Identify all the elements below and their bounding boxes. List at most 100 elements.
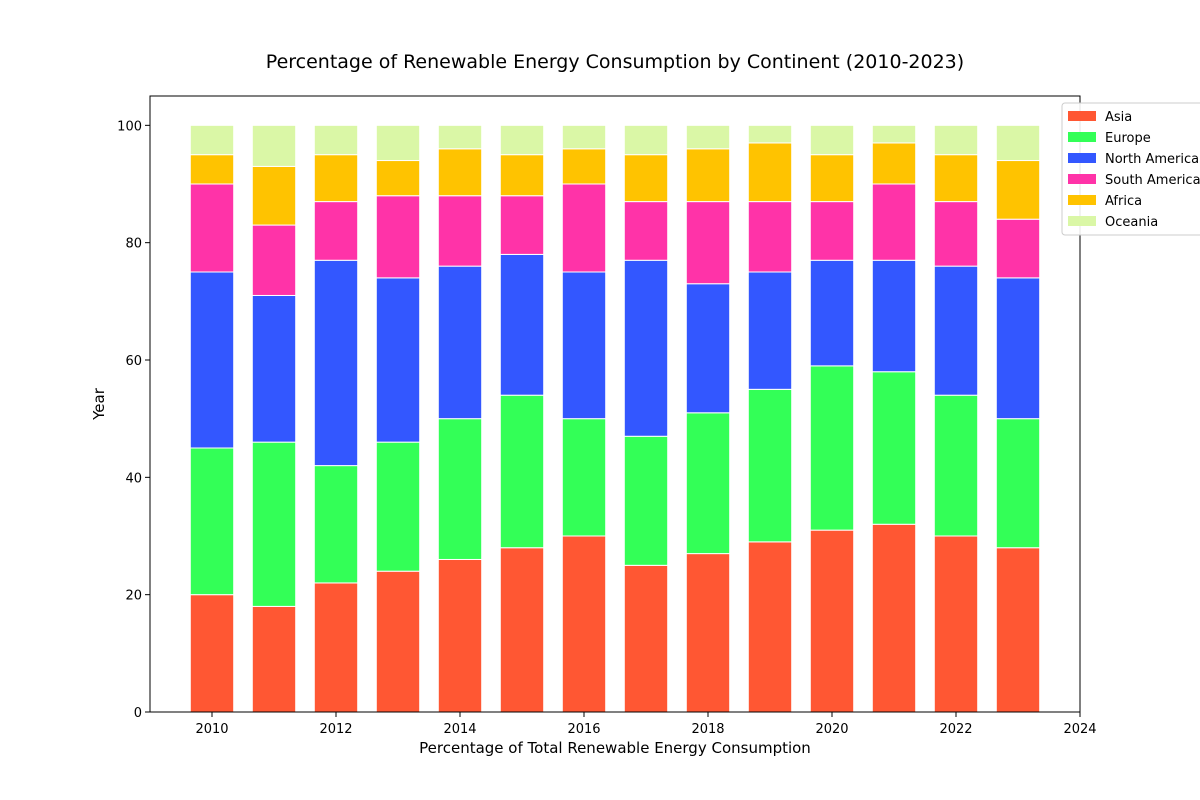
bar-segment — [747, 388, 793, 543]
bar-segment — [375, 124, 421, 162]
x-tick-label: 2020 — [815, 722, 848, 737]
bar-segment — [995, 418, 1041, 549]
bars — [189, 124, 1041, 713]
bar-segment — [375, 195, 421, 279]
legend-label: Africa — [1105, 194, 1142, 209]
bar-segment — [623, 435, 669, 566]
x-axis-ticks: 2010 2012 2014 2016 2018 2020 2022 2024 — [195, 712, 1097, 737]
legend-swatch — [1068, 195, 1096, 205]
bar-segment — [313, 259, 359, 467]
y-tick-label: 80 — [125, 237, 142, 252]
bar-segment — [375, 277, 421, 443]
bar-segment — [809, 154, 855, 203]
legend-swatch — [1068, 111, 1096, 121]
bar-segment — [189, 183, 235, 273]
legend-frame — [1061, 102, 1200, 236]
bar-segment — [313, 124, 359, 156]
bar-segment — [747, 142, 793, 203]
bar-segment — [251, 165, 297, 226]
bar-segment — [995, 547, 1041, 713]
bar-segment — [685, 201, 731, 285]
bar-segment — [561, 183, 607, 273]
bar-segment — [995, 218, 1041, 279]
bar-segment — [933, 535, 979, 713]
bar-segment — [313, 582, 359, 713]
bar-segment — [561, 124, 607, 150]
bar-segment — [933, 201, 979, 267]
bar-segment — [685, 124, 731, 150]
bar-segment — [251, 294, 297, 443]
bar-segment — [189, 594, 235, 713]
bar-segment — [189, 154, 235, 185]
bar-segment — [375, 570, 421, 713]
bar-segment — [933, 394, 979, 537]
bar-segment — [499, 195, 545, 255]
x-tick-label: 2016 — [567, 722, 600, 737]
bar-segment — [747, 124, 793, 144]
bar-segment — [871, 183, 917, 261]
bar-segment — [871, 523, 917, 713]
bar-segment — [437, 265, 483, 420]
bar-segment — [499, 253, 545, 396]
bar-segment — [809, 201, 855, 261]
bar-segment — [251, 605, 297, 713]
bar-segment — [995, 160, 1041, 220]
bar-segment — [747, 201, 793, 273]
bar-segment — [685, 412, 731, 555]
bar-segment — [437, 418, 483, 560]
legend-label: Oceania — [1105, 215, 1158, 230]
bar-segment — [623, 259, 669, 437]
bar-segment — [313, 154, 359, 203]
legend-swatch — [1068, 132, 1096, 142]
bar-segment — [313, 201, 359, 261]
bar-segment — [437, 148, 483, 197]
bar-segment — [375, 160, 421, 197]
bar-segment — [499, 124, 545, 156]
x-tick-label: 2018 — [691, 722, 724, 737]
y-tick-label: 60 — [125, 354, 142, 369]
bar-segment — [685, 283, 731, 414]
legend-label: South America — [1105, 173, 1200, 188]
bar-segment — [375, 441, 421, 572]
bar-segment — [189, 447, 235, 596]
x-tick-label: 2024 — [1063, 722, 1096, 737]
bar-segment — [933, 265, 979, 396]
x-tick-label: 2012 — [319, 722, 352, 737]
bar-segment — [623, 564, 669, 713]
legend-swatch — [1068, 174, 1096, 184]
y-tick-label: 40 — [125, 471, 142, 486]
bar-segment — [313, 465, 359, 584]
bar-segment — [685, 553, 731, 713]
chart-title: Percentage of Renewable Energy Consumpti… — [266, 51, 964, 73]
bar-segment — [933, 124, 979, 156]
x-tick-label: 2022 — [939, 722, 972, 737]
bar-segment — [189, 271, 235, 449]
bar-segment — [809, 529, 855, 713]
bar-segment — [933, 154, 979, 203]
bar-segment — [251, 124, 297, 167]
bar-segment — [747, 541, 793, 713]
bar-segment — [251, 224, 297, 296]
bar-segment — [995, 277, 1041, 420]
legend-label: North America — [1105, 152, 1199, 167]
y-axis-ticks: 0 20 40 60 80 100 — [117, 119, 150, 721]
bar-segment — [437, 558, 483, 713]
plot-frame — [149, 95, 1081, 713]
legend-swatch — [1068, 216, 1096, 226]
legend: Asia Europe North America South America Afri… — [1061, 102, 1200, 236]
y-tick-label: 100 — [117, 119, 142, 134]
bar-segment — [251, 441, 297, 607]
bar-segment — [561, 148, 607, 185]
bar-segment — [499, 154, 545, 197]
x-tick-label: 2014 — [443, 722, 476, 737]
bar-segment — [623, 154, 669, 203]
y-axis-label: Year — [90, 387, 108, 421]
bar-segment — [809, 124, 855, 156]
bar-segment — [499, 547, 545, 713]
bar-segment — [499, 394, 545, 549]
bar-segment — [809, 365, 855, 531]
bar-segment — [561, 271, 607, 420]
bar-segment — [747, 271, 793, 390]
legend-swatch — [1068, 153, 1096, 163]
